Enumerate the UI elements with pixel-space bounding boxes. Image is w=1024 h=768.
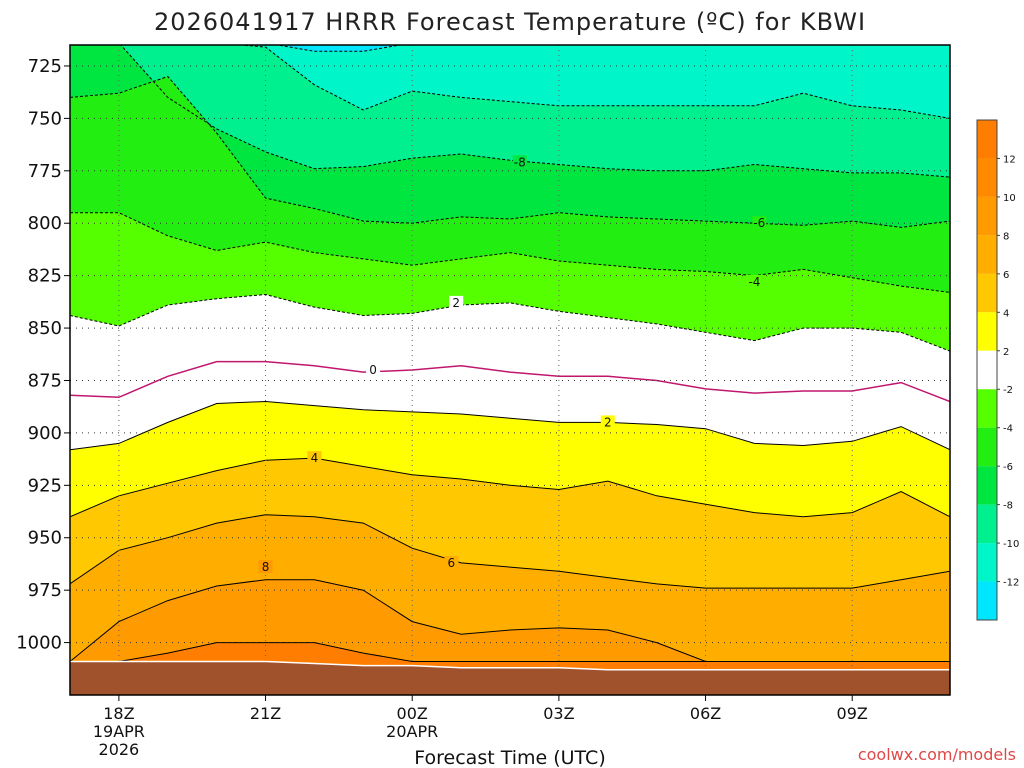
isotherm--4: [70, 212, 950, 293]
isotherm-label-bg: [600, 415, 615, 429]
isotherm-6: [70, 514, 950, 589]
y-tick-label: 900: [28, 423, 62, 444]
x-tick-label: 19APR: [93, 722, 145, 741]
isotherm-label-bg: [258, 560, 273, 574]
isotherm-lines: [70, 45, 950, 662]
isotherm-label-bg: [449, 295, 464, 309]
isotherm-label-bg: [752, 216, 767, 230]
isotherm-label-bg: [747, 274, 762, 288]
y-axis: 725 750 775 800 825 850 875 900 925 950 975 1000: [16, 56, 70, 654]
isotherm-4: [70, 457, 950, 518]
x-tick-label: 18Z: [103, 704, 134, 723]
colorbar-swatch: [977, 273, 997, 313]
colorbar-label: 10: [1003, 193, 1016, 204]
colorbar-swatch: [977, 466, 997, 505]
colorbar: 12 10 8 6 4 2 -2 -4 -6 -8 -10 -12: [976, 119, 1019, 621]
isotherm-2: [70, 400, 950, 451]
colorbar-swatch: [977, 235, 997, 274]
colorbar-label: -2: [1003, 385, 1013, 396]
y-tick-label: 925: [28, 475, 62, 496]
x-tick-label: 2026: [99, 740, 140, 759]
colorbar-swatch: [977, 120, 997, 159]
colorbar-label: -4: [1003, 424, 1013, 435]
isotherm-label: -8: [514, 155, 526, 169]
isotherm-label: 0: [369, 363, 377, 377]
isotherm-label: 8: [262, 560, 270, 574]
colorbar-label: -12: [1003, 578, 1019, 589]
colorbar-label: 4: [1003, 308, 1009, 319]
plot-area: -8 -6 -4 2 0 2 4 6 8: [70, 45, 950, 695]
y-tick-label: 1000: [16, 633, 62, 654]
colorbar-swatch: [977, 581, 997, 620]
colorbar-label: -6: [1003, 462, 1013, 473]
y-tick-label: 975: [28, 580, 62, 601]
x-tick-label: 21Z: [250, 704, 281, 723]
x-tick-label: 20APR: [386, 722, 438, 741]
y-tick-label: 800: [28, 213, 62, 234]
y-tick-label: 725: [28, 56, 62, 77]
colorbar-swatch: [977, 427, 997, 467]
isotherm-label: 4: [311, 451, 319, 465]
isotherm-label: -6: [753, 216, 765, 230]
x-axis-title: Forecast Time (UTC): [414, 747, 605, 768]
isotherm-label: 2: [604, 415, 612, 429]
isotherm-label-bg: [307, 451, 322, 465]
ground-layer: [70, 660, 950, 695]
y-tick-label: 875: [28, 370, 62, 391]
colorbar-label: 12: [1003, 154, 1016, 165]
grid-lines: [70, 45, 950, 695]
y-tick-label: 750: [28, 108, 62, 129]
chart-title: 2026041917 HRRR Forecast Temperature (ºC…: [154, 8, 866, 36]
x-tick-label: 06Z: [690, 704, 721, 723]
isotherm--6: [70, 75, 950, 228]
colorbar-label: -8: [1003, 501, 1013, 512]
colorbar-frame: [976, 119, 998, 621]
ground-edge: [70, 660, 950, 671]
isotherm-label: 2: [452, 296, 460, 310]
y-tick-label: 850: [28, 318, 62, 339]
colorbar-label: -10: [1003, 539, 1019, 550]
isotherm--2: [70, 293, 950, 352]
isotherm-10: [70, 642, 950, 662]
colorbar-label: 8: [1003, 231, 1009, 242]
colorbar-swatch: [977, 389, 997, 428]
colorbar-label: 2: [1003, 347, 1009, 358]
isotherm-labels: -8 -6 -4 2 0 2 4 6 8: [258, 155, 767, 574]
x-tick-label: 09Z: [837, 704, 868, 723]
colorbar-swatch: [977, 312, 997, 351]
colorbar-swatch: [977, 543, 997, 582]
isotherm-0: [70, 360, 950, 403]
isotherm-label: -4: [748, 275, 760, 289]
colorbar-swatch: [977, 196, 997, 236]
isotherm--8: [120, 45, 950, 178]
colorbar-swatch: [977, 350, 997, 390]
isotherm-label-bg: [444, 555, 459, 569]
temperature-fills: [70, 45, 950, 695]
colorbar-swatch: [977, 158, 997, 197]
x-tick-label: 00Z: [397, 704, 428, 723]
colorbar-label: 6: [1003, 270, 1009, 281]
isotherm-label: 6: [448, 556, 456, 570]
isotherm-label-bg: [366, 363, 381, 376]
x-tick-label: 03Z: [543, 704, 574, 723]
colorbar-swatch: [977, 504, 997, 544]
plot-frame: [69, 44, 951, 696]
y-tick-label: 825: [28, 266, 62, 287]
y-tick-label: 775: [28, 161, 62, 182]
site-credit: coolwx.com/models: [858, 745, 1016, 764]
y-tick-label: 950: [28, 528, 62, 549]
isotherm-label-bg: [512, 155, 527, 169]
